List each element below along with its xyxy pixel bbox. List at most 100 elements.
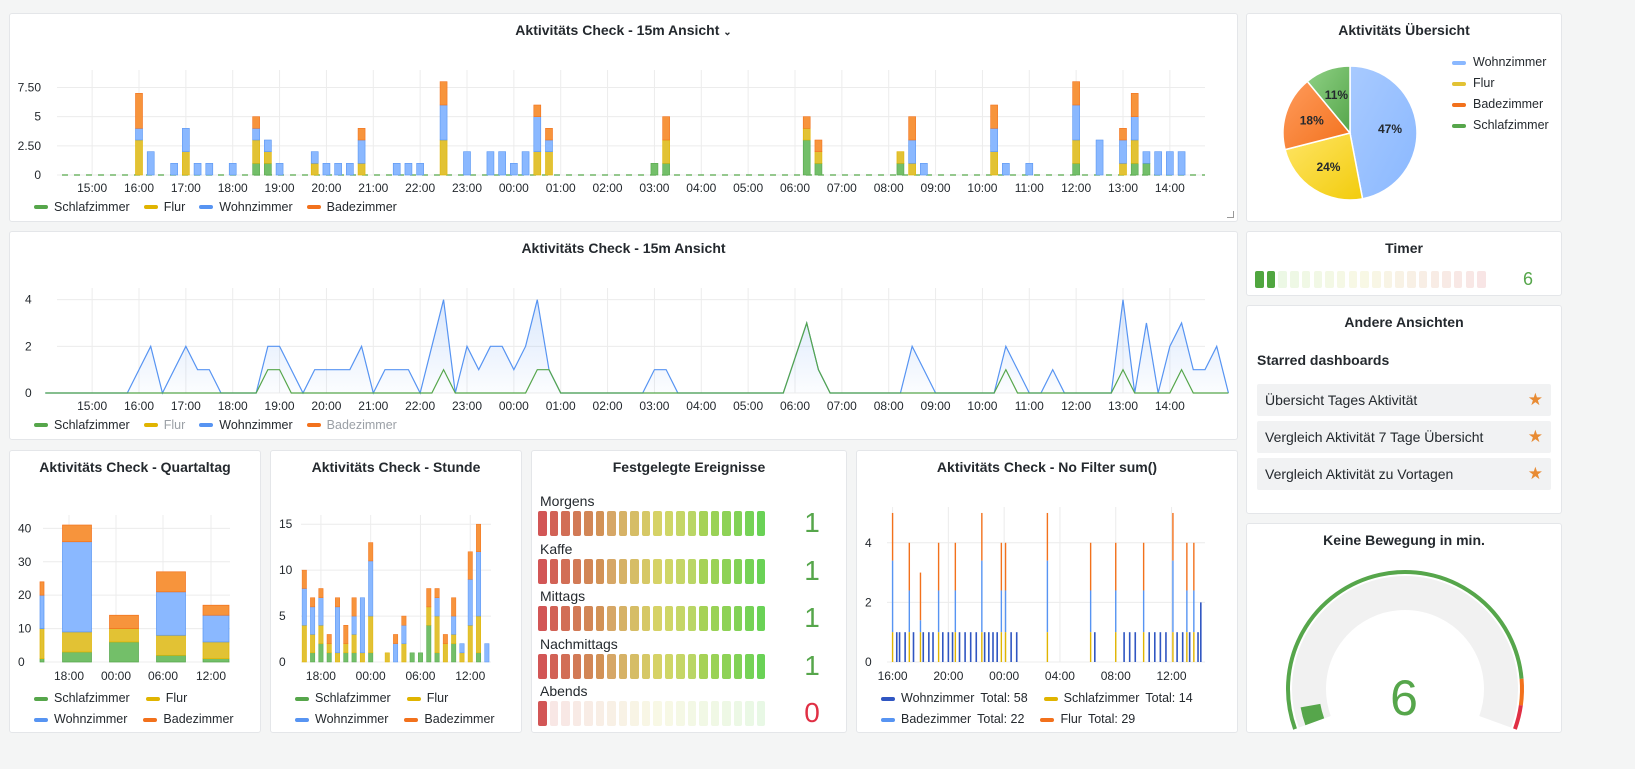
chevron-down-icon[interactable]: ⌄ [723, 27, 732, 38]
legend-item-badezimmer[interactable]: Badezimmer [306, 418, 397, 432]
bar-segment [1130, 93, 1139, 117]
legend-item-wohnzimmer[interactable]: Wohnzimmer [1452, 52, 1549, 73]
legend-item-schlafzimmer[interactable]: Schlafzimmer [34, 688, 130, 709]
y-tick-label: 2 [865, 595, 872, 609]
panel-title-views[interactable]: Andere Ansichten [1344, 314, 1464, 330]
legend-item-badezimmer[interactable]: Badezimmer [404, 709, 495, 730]
spike-badezimmer [1046, 560, 1049, 633]
event-label: Nachmittags [540, 636, 618, 652]
event-value: 0 [804, 697, 820, 728]
event-cell [595, 559, 605, 584]
x-tick-label: 05:00 [733, 181, 763, 195]
bar-segment [368, 652, 374, 663]
bar-segment [510, 163, 518, 176]
spike-badezimmer [1193, 590, 1195, 633]
panel-title-hour[interactable]: Aktivitäts Check - Stunde [311, 459, 481, 475]
gauge-value-arc [1300, 703, 1325, 726]
starred-dashboard-link[interactable]: Vergleich Aktivität zu Vortagen ★ [1257, 458, 1551, 490]
legend-item-badezimmer[interactable]: Badezimmer [1452, 94, 1549, 115]
bar-segment [318, 643, 324, 663]
legend-item-flur[interactable]: Flur [145, 688, 187, 709]
legend-item-badezimmer[interactable]: Badezimmer [143, 709, 234, 730]
event-cell [618, 511, 628, 536]
bar-segment [326, 634, 332, 644]
panel-title-gauge[interactable]: Keine Bewegung in min. [1323, 532, 1485, 548]
pie-slice-label: 18% [1300, 114, 1324, 128]
gauge-chart [1286, 570, 1524, 730]
x-tick-label: 21:00 [358, 399, 388, 413]
legend-stacked: Schlafzimmer Flur Wohnzimmer Badezimmer [34, 200, 397, 214]
starred-dashboard-link[interactable]: Übersicht Tages Aktivität ★ [1257, 384, 1551, 416]
bar-segment [476, 551, 482, 617]
legend-item-flur[interactable]: Flur [1452, 73, 1549, 94]
panel-title-events[interactable]: Festgelegte Ereignisse [612, 459, 766, 475]
legend-item-flur[interactable]: Flur [406, 688, 448, 709]
legend-item-flur[interactable]: Flur Total: 29 [1040, 709, 1135, 730]
bar-segment [156, 571, 186, 593]
timer-cell [1465, 271, 1475, 288]
x-tick-label: 02:00 [593, 399, 623, 413]
bar-segment [202, 604, 230, 616]
panel-title-quarter[interactable]: Aktivitäts Check - Quartaltag [39, 459, 231, 475]
star-icon[interactable]: ★ [1527, 427, 1543, 446]
bar-segment [39, 628, 45, 660]
bar-segment [351, 652, 357, 663]
spike-schlafzimmer [1193, 632, 1195, 662]
timer-cell [1430, 271, 1439, 288]
spike-schlafzimmer [1004, 632, 1007, 662]
starred-dashboard-link[interactable]: Vergleich Aktivität 7 Tage Übersicht ★ [1257, 421, 1551, 453]
bar-segment [498, 151, 506, 176]
bar-segment [275, 163, 284, 176]
panel-title-pie[interactable]: Aktivitäts Übersicht [1338, 22, 1470, 38]
legend-item-schlafzimmer[interactable]: Schlafzimmer Total: 14 [1043, 688, 1193, 709]
spike-wohnzimmer [928, 632, 930, 662]
event-cell [676, 511, 685, 536]
spike-badezimmer [1172, 560, 1174, 633]
resize-handle[interactable] [1227, 211, 1234, 218]
event-cell [756, 559, 766, 584]
event-label: Morgens [540, 493, 595, 509]
legend-item-schlafzimmer[interactable]: Schlafzimmer [34, 200, 130, 214]
spike-wohnzimmer [996, 632, 998, 662]
bar-segment [533, 116, 542, 152]
event-cell [687, 701, 697, 726]
legend-item-wohnzimmer[interactable]: Wohnzimmer Total: 58 [881, 688, 1028, 709]
star-icon[interactable]: ★ [1527, 390, 1543, 409]
legend-item-flur[interactable]: Flur [143, 418, 185, 432]
panel-title-stacked[interactable]: Aktivitäts Check - 15m Ansicht ⌄ [515, 22, 732, 38]
panel-title-line[interactable]: Aktivitäts Check - 15m Ansicht [521, 240, 726, 256]
legend-item-wohnzimmer[interactable]: Wohnzimmer [199, 418, 293, 432]
legend-item-schlafzimmer[interactable]: Schlafzimmer [1452, 115, 1549, 136]
event-cell [641, 654, 651, 679]
x-tick-label: 00:00 [356, 669, 386, 683]
event-value: 1 [804, 650, 820, 681]
x-tick-label: 06:00 [780, 399, 810, 413]
x-tick-label: 00:00 [101, 669, 131, 683]
event-cell [664, 606, 674, 631]
bar-segment [357, 139, 366, 164]
legend-item-schlafzimmer[interactable]: Schlafzimmer [295, 688, 391, 709]
spike-flur [891, 512, 894, 561]
spike-wohnzimmer [992, 632, 994, 662]
bar-segment [135, 93, 143, 129]
panel-timer: Timer 6 [1246, 231, 1562, 296]
timer-cell [1442, 271, 1451, 288]
panel-activity-stacked: Aktivitäts Check - 15m Ansicht ⌄ 0 2.50 5 7… [9, 13, 1238, 222]
legend-item-wohnzimmer[interactable]: Wohnzimmer [199, 200, 293, 214]
event-cell [653, 606, 662, 631]
legend-item-wohnzimmer[interactable]: Wohnzimmer [34, 709, 127, 730]
panel-title-timer[interactable]: Timer [1385, 240, 1423, 256]
legend-item-flur[interactable]: Flur [143, 200, 185, 214]
star-icon[interactable]: ★ [1527, 464, 1543, 483]
legend-item-wohnzimmer[interactable]: Wohnzimmer [295, 709, 388, 730]
spike-wohnzimmer [895, 632, 898, 662]
x-tick-label: 13:00 [1108, 181, 1138, 195]
legend-item-schlafzimmer[interactable]: Schlafzimmer [34, 418, 130, 432]
event-cell [653, 511, 662, 536]
event-cell [538, 654, 547, 679]
panel-title-nofilter[interactable]: Aktivitäts Check - No Filter sum() [936, 459, 1158, 475]
spike-wohnzimmer [941, 632, 944, 662]
legend-item-badezimmer[interactable]: Badezimmer Total: 22 [881, 709, 1024, 730]
bar-segment [401, 643, 407, 663]
legend-item-badezimmer[interactable]: Badezimmer [306, 200, 397, 214]
